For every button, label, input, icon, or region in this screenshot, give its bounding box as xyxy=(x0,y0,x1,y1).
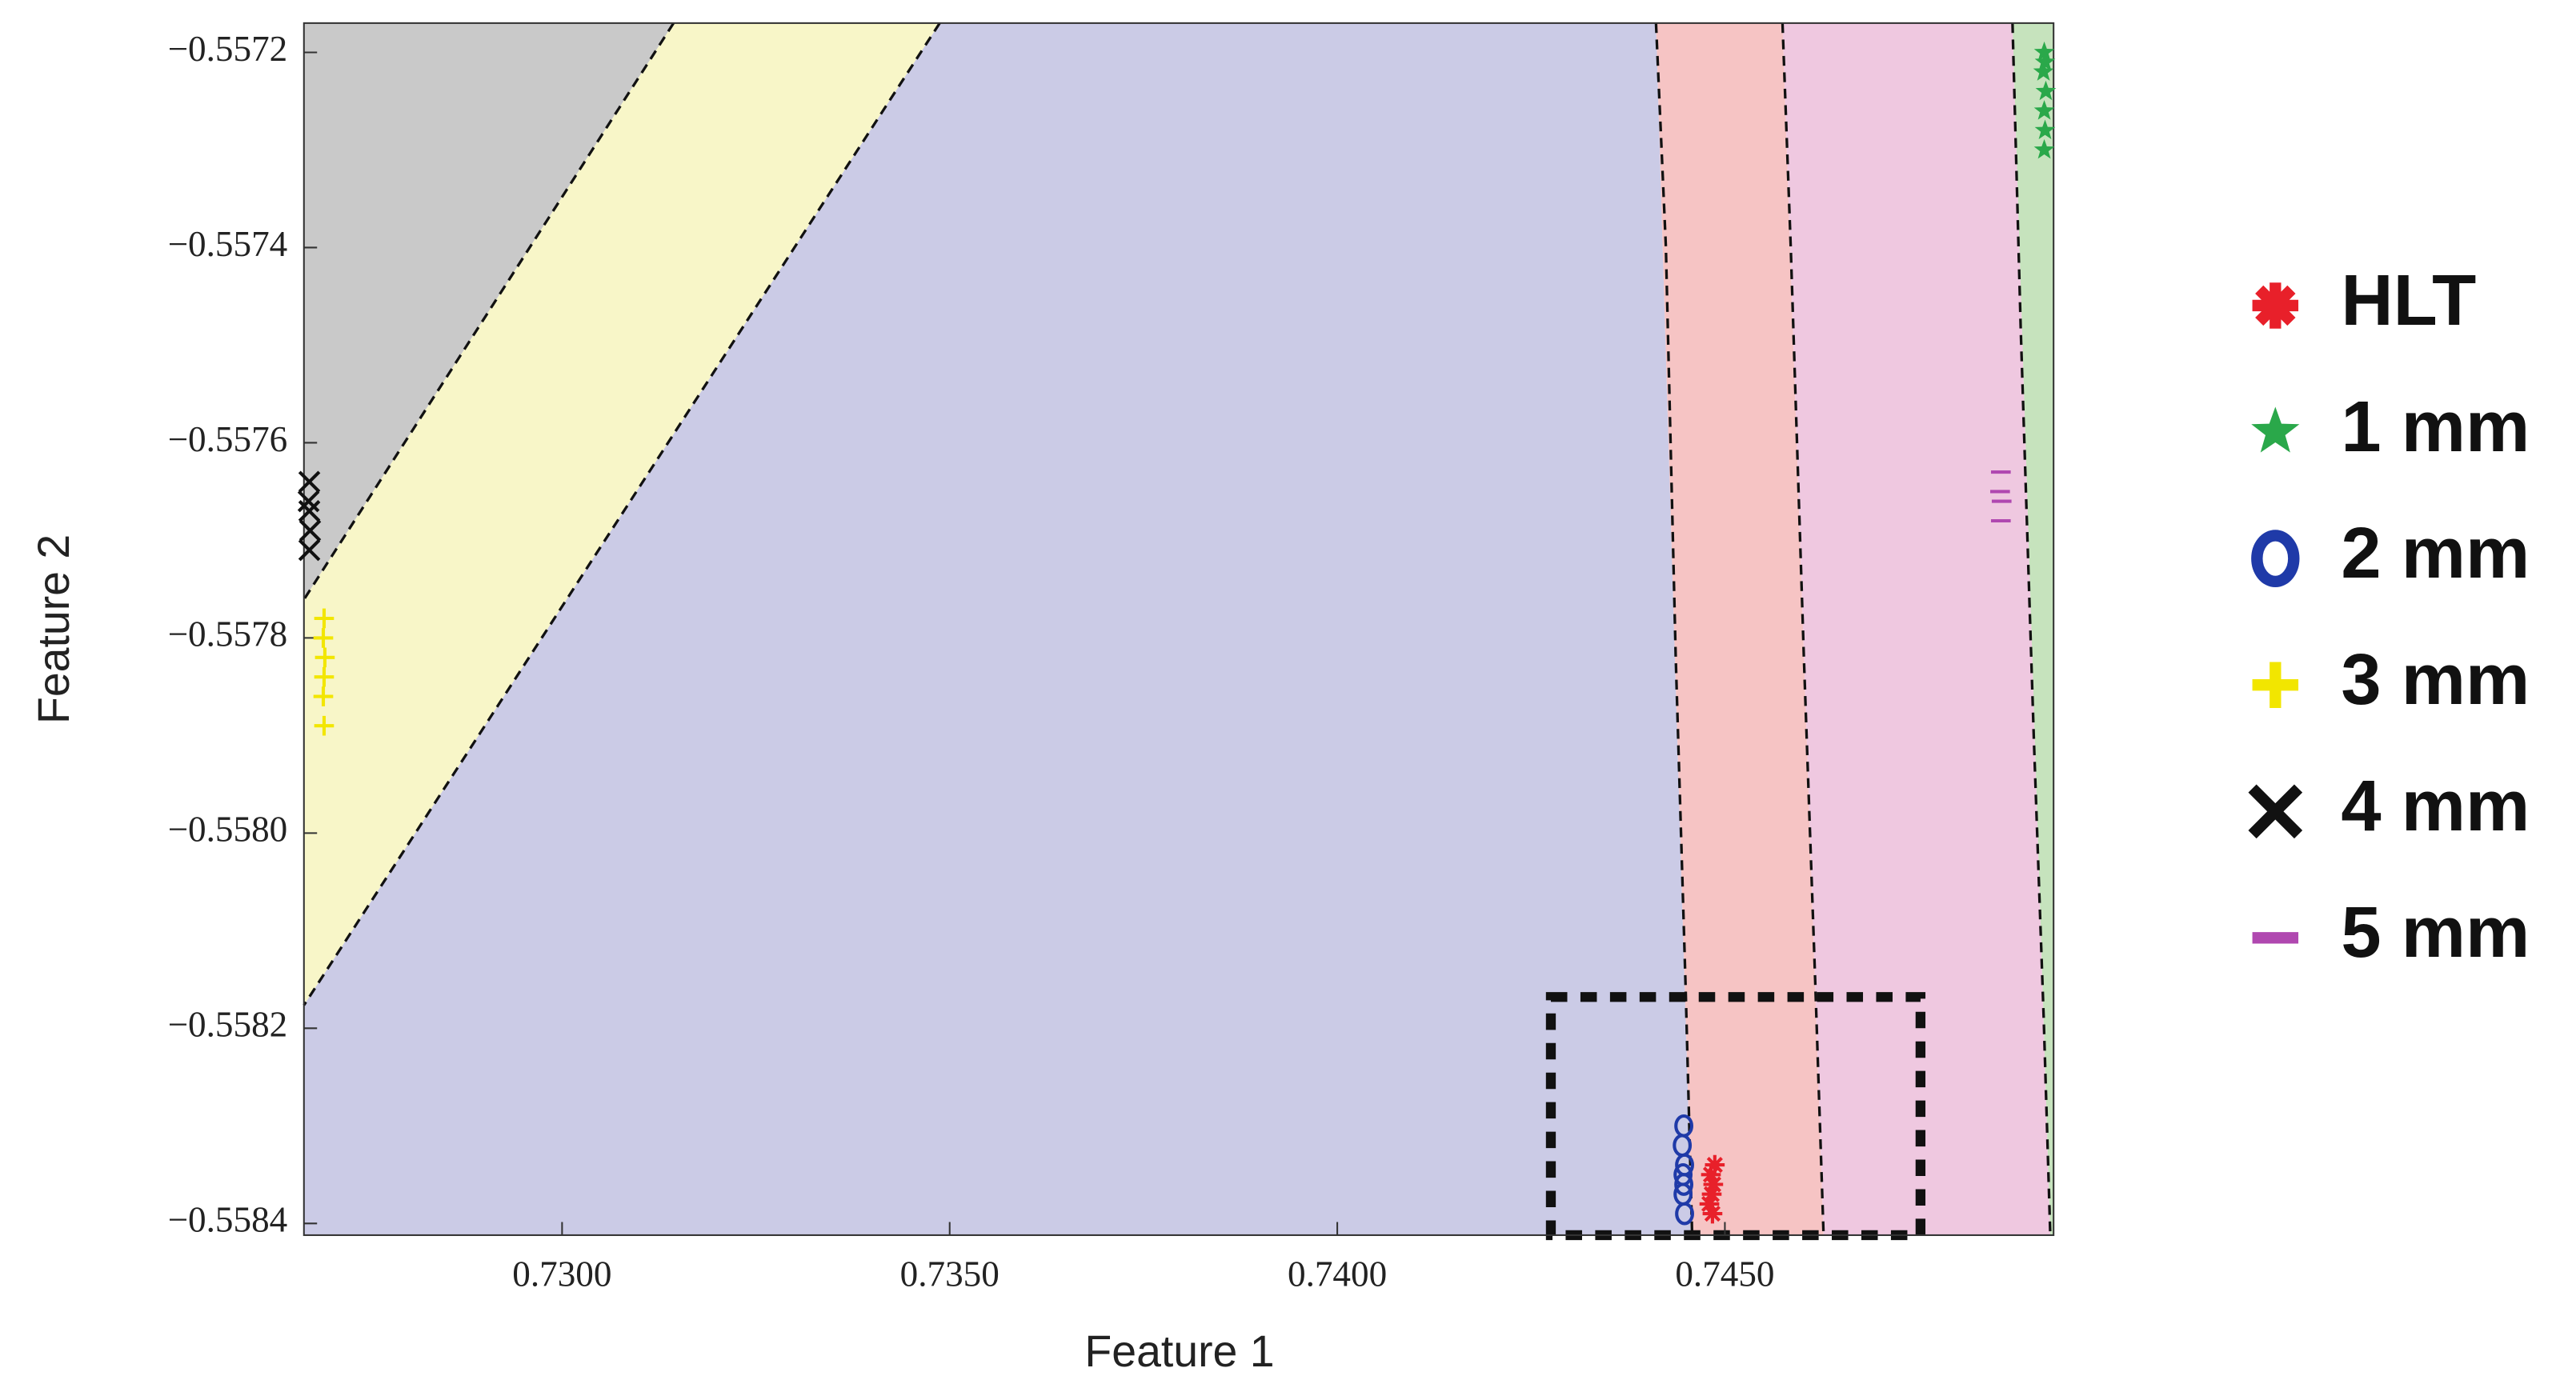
legend: HLT 1 mm 2 mm 3 mm 4 mm 5 mm xyxy=(2248,260,2530,973)
region xyxy=(1782,22,2051,1235)
point xyxy=(298,470,321,493)
zoom-box xyxy=(1545,992,1926,1241)
point xyxy=(297,490,320,513)
legend-marker xyxy=(2252,282,2299,329)
legend-label: 3 mm xyxy=(2341,639,2530,720)
point xyxy=(298,519,322,542)
point xyxy=(1674,1173,1694,1196)
boundary xyxy=(2011,22,2052,1235)
y-tick-label: −0.5578 xyxy=(168,614,288,654)
y-tick-label: −0.5584 xyxy=(168,1200,288,1240)
region xyxy=(2012,22,2054,1235)
point xyxy=(314,608,335,629)
x-tick-label: 0.7400 xyxy=(1288,1254,1387,1294)
x-tick-label: 0.7300 xyxy=(512,1254,611,1294)
plot-frame xyxy=(302,22,2055,1236)
legend-label: 4 mm xyxy=(2341,766,2530,846)
point xyxy=(298,500,321,522)
point xyxy=(1702,1203,1723,1224)
legend-label: 2 mm xyxy=(2341,513,2530,594)
boundary xyxy=(302,22,941,1006)
x-axis-label: Feature 1 xyxy=(1084,1326,1274,1376)
y-axis-label: Feature 2 xyxy=(29,534,78,724)
legend-marker xyxy=(2251,530,2300,588)
point xyxy=(314,666,335,687)
axes: 0.7300 0.7350 0.7400 0.7450 −0.5572 −0.5574 −0… xyxy=(168,22,2055,1294)
point xyxy=(314,647,335,668)
y-tick-label: −0.5580 xyxy=(168,810,288,850)
x-tick-label: 0.7450 xyxy=(1675,1254,1774,1294)
region xyxy=(303,22,1693,1235)
point xyxy=(298,538,321,562)
region xyxy=(1656,22,1824,1235)
point xyxy=(2033,100,2055,120)
points xyxy=(297,41,2057,1226)
point xyxy=(1701,1164,1721,1185)
point xyxy=(2035,80,2057,101)
y-tick-label: −0.5576 xyxy=(168,419,288,459)
point xyxy=(2034,119,2056,140)
legend-marker xyxy=(2251,406,2300,453)
point xyxy=(2034,51,2056,71)
point xyxy=(313,686,334,706)
y-tick-label: −0.5572 xyxy=(168,29,288,69)
point xyxy=(1701,1184,1722,1205)
y-tick-label: −0.5582 xyxy=(168,1005,288,1045)
decision-regions xyxy=(302,22,2054,1241)
point xyxy=(2033,61,2054,81)
point xyxy=(1675,1202,1694,1226)
point xyxy=(1699,1194,1720,1214)
y-tick-label: −0.5574 xyxy=(168,224,288,264)
legend-marker xyxy=(2248,784,2303,839)
legend-marker xyxy=(2252,662,2299,708)
point xyxy=(2033,41,2055,62)
point xyxy=(314,715,335,736)
point xyxy=(1705,1154,1725,1175)
point xyxy=(2033,138,2055,159)
legend-label: HLT xyxy=(2341,260,2476,341)
legend-label: 1 mm xyxy=(2341,386,2530,467)
boundary xyxy=(1781,22,1825,1235)
boundary xyxy=(1654,22,1694,1235)
legend-label: 5 mm xyxy=(2341,892,2530,973)
point xyxy=(313,628,334,648)
x-tick-label: 0.7350 xyxy=(900,1254,1000,1294)
